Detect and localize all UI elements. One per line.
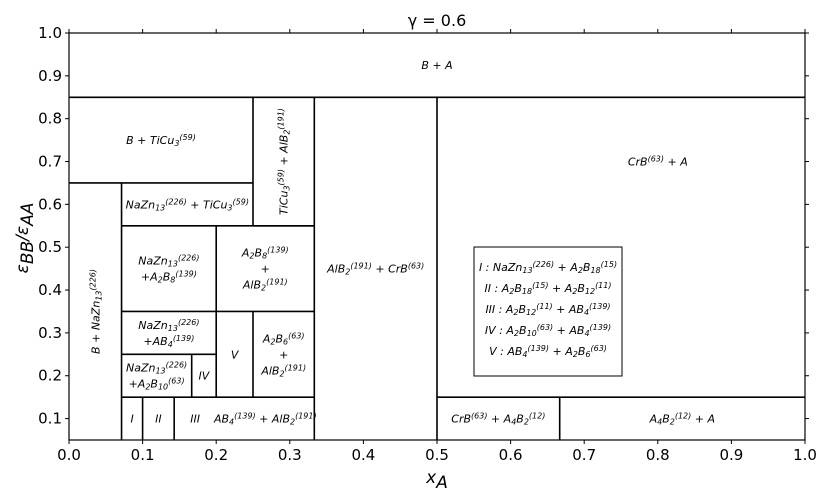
phase-boundaries — [69, 96, 805, 440]
region-label-r-ii: II — [155, 413, 162, 426]
axis-ticks: 0.0 0.1 0.2 0.3 0.4 0.5 0.6 0.7 0.8 0.9 1.0 0.1 0.2 0… — [38, 24, 817, 464]
x-tick-label: 0.4 — [351, 446, 375, 464]
legend-entry: II : A2B18(15) + A2B12(11) — [485, 281, 612, 296]
region-label-r-ticu3-alb2: TiCu3(59) + AlB2(191) — [277, 108, 292, 215]
legend-entry: IV : A2B10(63) + AB4(139) — [485, 323, 611, 338]
x-tick-label: 0.3 — [278, 446, 302, 464]
region-label-r-a2b8-alb2: A2B8(139) + AlB2(191) — [241, 246, 289, 293]
region-label-r-nazn13-a2b10: NaZn13(226)+A2B10(63) — [126, 361, 187, 392]
y-tick-label: 0.7 — [38, 153, 62, 171]
legend-box — [473, 246, 623, 377]
region-label-r-b-a: B + A — [421, 59, 452, 72]
legend-entry: III : A2B12(11) + AB4(139) — [485, 302, 610, 317]
region-label-r-crb-a: CrB(63) + A — [628, 155, 688, 169]
region-label-r-b-ticu3: B + TiCu3(59) — [126, 134, 196, 149]
x-tick-label: 0.0 — [57, 446, 81, 464]
region-label-line: A2B6(63) — [262, 332, 305, 347]
y-tick-label: 0.2 — [38, 367, 62, 385]
region-label-r-v: V — [231, 348, 240, 361]
region-label-line: AlB2(191) — [260, 364, 306, 379]
y-tick-label: 0.3 — [38, 324, 62, 342]
region-label-r-iii: III — [190, 413, 200, 426]
region-label-line: NaZn13(226) — [138, 254, 199, 269]
region-label-line: NaZn13(226) — [138, 318, 199, 333]
chart-title: γ = 0.6 — [408, 11, 467, 30]
y-tick-label: 0.9 — [38, 67, 62, 85]
x-tick-label: 0.5 — [425, 446, 449, 464]
y-tick-label: 0.1 — [38, 410, 62, 428]
y-tick-label: 0.4 — [38, 281, 62, 299]
legend-entry: V : AB4(139) + A2B6(63) — [489, 344, 607, 359]
phase-region-labels: B + A B + TiCu3(59) TiCu3(59) + AlB2(191) C… — [89, 59, 715, 427]
region-label-r-a2b6-alb2: A2B6(63)+ AlB2(191) — [260, 332, 306, 379]
region-label-r-alb2-crb: AlB2(191) + CrB(63) — [326, 262, 424, 277]
region-label-r-ab4-alb2: AB4(139) + AlB2(191) — [213, 412, 317, 427]
x-axis-title: xA — [425, 468, 448, 493]
x-tick-label: 0.6 — [499, 446, 523, 464]
x-tick-label: 1.0 — [793, 446, 817, 464]
x-tick-label: 0.1 — [131, 446, 155, 464]
x-tick-label: 0.2 — [204, 446, 228, 464]
region-label-line: + — [261, 263, 270, 276]
y-tick-label: 0.5 — [38, 238, 62, 256]
region-label-r-i: I — [130, 413, 133, 426]
region-label-line: AlB2(191) — [242, 278, 288, 293]
region-label-r-nazn13-ab4: NaZn13(226)+AB4(139) — [138, 318, 199, 349]
region-label-line: + — [279, 348, 288, 361]
y-tick-label: 0.8 — [38, 110, 62, 128]
x-tick-label: 0.7 — [572, 446, 596, 464]
region-label-line: +AB4(139) — [143, 334, 194, 349]
region-label-r-nazn13-ticu3: NaZn13(226) + TiCu3(59) — [126, 198, 249, 213]
region-label-line: +A2B8(139) — [141, 270, 197, 285]
region-label-r-iv: IV — [199, 370, 211, 383]
legend: I : NaZn13(226) + A2B18(15) II : A2B18(15… — [473, 246, 623, 377]
y-tick-label: 1.0 — [38, 24, 62, 42]
region-label-line: +A2B10(63) — [129, 377, 185, 392]
region-label-r-nazn13-a2b8: NaZn13(226)+A2B8(139) — [138, 254, 199, 285]
region-label-line: NaZn13(226) — [126, 361, 187, 376]
y-tick-label: 0.6 — [38, 195, 62, 213]
x-tick-label: 0.9 — [719, 446, 743, 464]
region-label-r-a4b2-a: A4B2(12) + A — [649, 412, 715, 427]
legend-entry: I : NaZn13(226) + A2B18(15) — [479, 260, 617, 275]
y-axis-title: εBB/εAA — [13, 203, 38, 274]
region-label-r-crb-a4b2: CrB(63) + A4B2(12) — [451, 412, 545, 427]
region-label-r-b-nazn13: B + NaZn13(226) — [89, 269, 104, 354]
region-label-line: A2B8(139) — [241, 246, 289, 261]
x-tick-label: 0.8 — [646, 446, 670, 464]
